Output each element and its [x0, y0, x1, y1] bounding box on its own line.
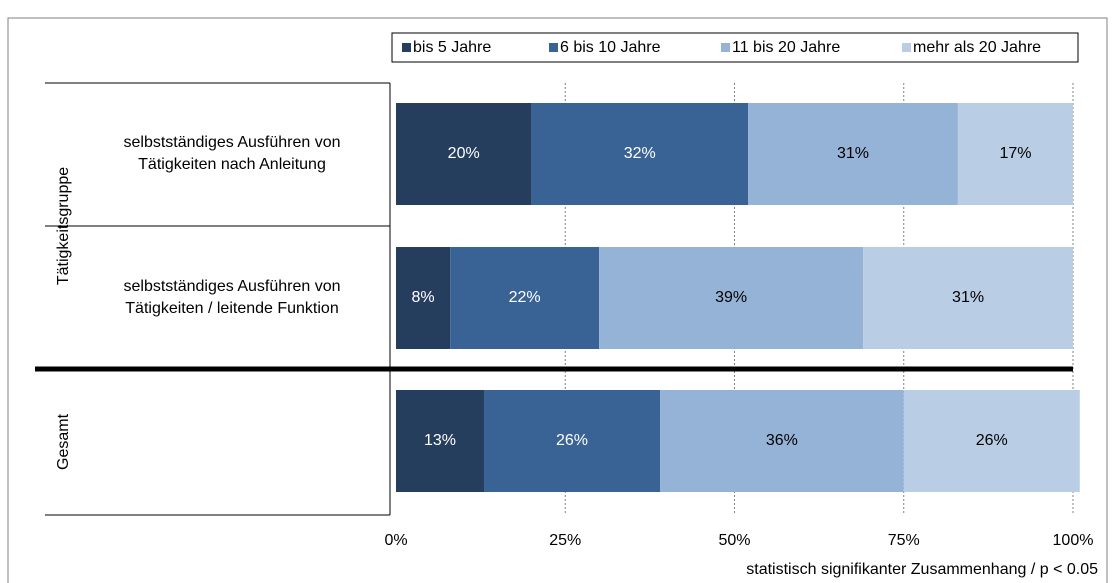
group-label: Tätigkeitsgruppe: [55, 167, 72, 285]
bar-segment: [396, 247, 451, 349]
bar-segment: [957, 103, 1073, 205]
value-label: 26%: [976, 432, 1008, 449]
legend-label: bis 5 Jahre: [413, 39, 491, 56]
legend-box: [391, 32, 1079, 63]
bar-segment: [484, 390, 661, 492]
group-label: Gesamt: [55, 413, 72, 470]
category-label: selbstständiges Ausführen von Tätigkeite…: [123, 278, 341, 317]
bar-segment: [748, 103, 958, 205]
legend-swatch: [902, 43, 911, 52]
bar-segment: [396, 103, 532, 205]
x-tick-label: 50%: [718, 532, 750, 549]
x-tick-label: 100%: [1053, 532, 1094, 549]
chart-frame: [7, 17, 1108, 583]
value-label: 31%: [837, 145, 869, 162]
x-tick-label: 25%: [549, 532, 581, 549]
bar-segment: [903, 390, 1080, 492]
value-label: 39%: [715, 289, 747, 306]
value-label: 17%: [999, 145, 1031, 162]
bar-segment: [396, 390, 485, 492]
x-tick-label: 75%: [888, 532, 920, 549]
value-label: 22%: [509, 289, 541, 306]
value-label: 31%: [952, 289, 984, 306]
bar-segment: [531, 103, 749, 205]
legend-label: 6 bis 10 Jahre: [560, 39, 661, 56]
value-label: 8%: [412, 289, 435, 306]
legend-swatch: [549, 43, 558, 52]
bar-segment: [599, 247, 864, 349]
legend-swatch: [402, 43, 411, 52]
legend-swatch: [721, 43, 730, 52]
value-label: 26%: [556, 432, 588, 449]
value-label: 13%: [424, 432, 456, 449]
value-label: 36%: [766, 432, 798, 449]
bar-segment: [660, 390, 904, 492]
footnote: statistisch signifikanter Zusammenhang /…: [746, 561, 1098, 578]
bar-segment: [450, 247, 600, 349]
legend-label: mehr als 20 Jahre: [913, 39, 1041, 56]
value-label: 20%: [448, 145, 480, 162]
value-label: 32%: [624, 145, 656, 162]
legend-label: 11 bis 20 Jahre: [732, 39, 840, 56]
x-tick-label: 0%: [384, 532, 407, 549]
category-label: selbstständiges Ausführen von Tätigkeite…: [123, 134, 341, 173]
bar-segment: [863, 247, 1073, 349]
